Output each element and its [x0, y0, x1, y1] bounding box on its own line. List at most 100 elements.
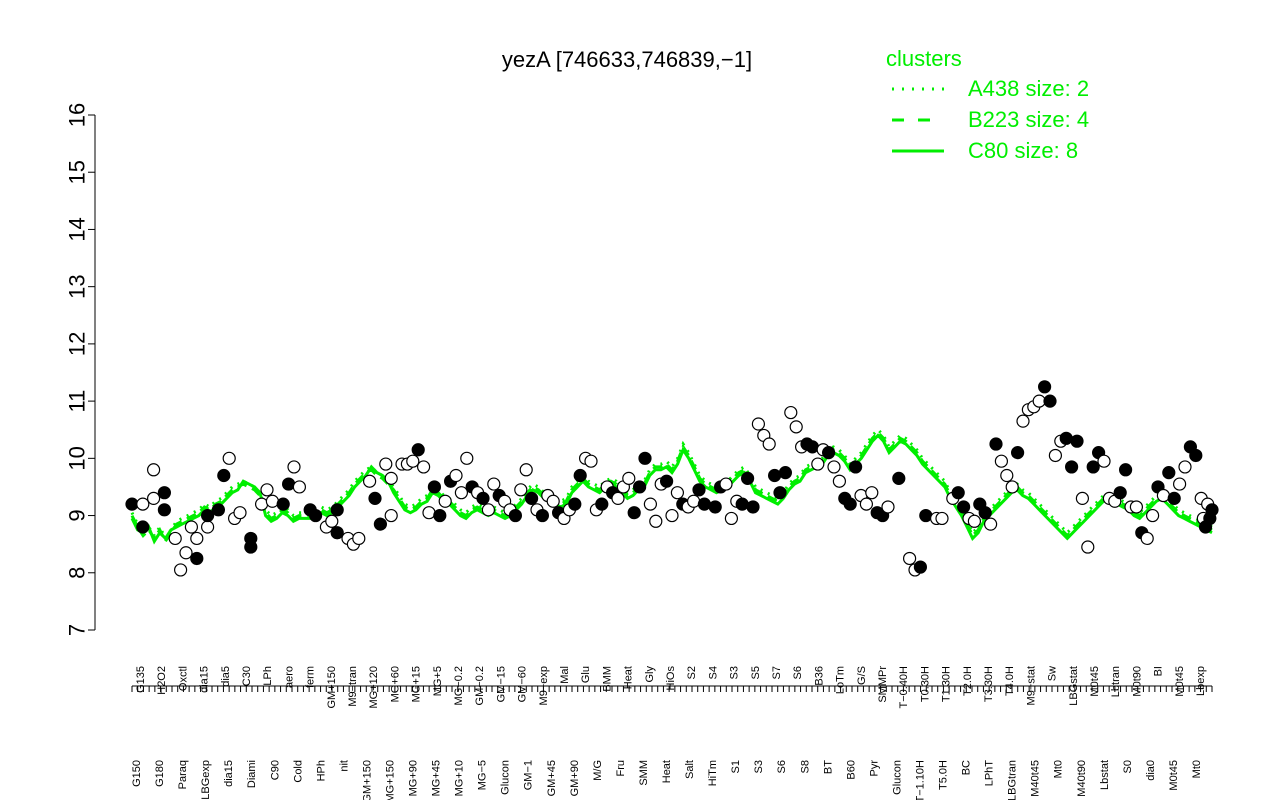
x-tick-label: LBGtran: [1007, 760, 1019, 800]
y-tick-label: 9: [65, 509, 90, 521]
data-point: [211, 503, 225, 517]
legend: clusters A438 size: 2 B223 size: 4 C80 siz…: [886, 46, 1089, 163]
y-tick-label: 12: [65, 332, 90, 356]
data-point: [179, 546, 193, 560]
x-tick-label: SMM: [638, 760, 650, 786]
x-tick-label: GM+150: [361, 760, 373, 800]
data-point: [697, 497, 712, 511]
x-tick-label: MG+150: [384, 760, 396, 800]
x-tick-label: MG+45: [431, 760, 443, 796]
data-point: [157, 503, 171, 517]
legend-title: clusters: [886, 46, 962, 71]
data-point: [919, 508, 933, 523]
data-point: [611, 491, 625, 505]
data-point: [832, 474, 847, 488]
data-point: [147, 463, 161, 477]
x-tick-label: GM−60: [517, 666, 529, 702]
y-tick-label: 10: [65, 446, 90, 470]
data-point: [190, 551, 204, 566]
x-tick-label: LBGstat: [1068, 666, 1080, 706]
data-point: [449, 468, 463, 483]
data-point: [1010, 446, 1025, 460]
x-tick-label: HiTm: [707, 760, 719, 786]
data-point: [859, 497, 874, 511]
x-tick-label: LoTm: [835, 666, 847, 694]
data-point: [789, 420, 803, 434]
data-point: [454, 486, 468, 500]
y-tick-label: 14: [65, 217, 90, 241]
data-point: [1172, 477, 1187, 491]
data-point: [827, 460, 841, 474]
data-point: [1032, 394, 1046, 408]
legend-label: B223 size: 4: [968, 107, 1089, 132]
data-point: [460, 451, 474, 465]
x-tick-label: dia0: [1145, 760, 1157, 781]
data-point: [184, 520, 198, 534]
data-point: [524, 491, 539, 505]
x-tick-label: B60: [845, 760, 857, 780]
legend-label: A438 size: 2: [968, 76, 1089, 101]
data-point: [352, 531, 366, 546]
x-tick-label: S5: [750, 666, 762, 679]
x-tick-label: GM−15: [495, 666, 507, 702]
x-tick-label: GM−1: [523, 760, 535, 790]
data-point: [1205, 503, 1219, 517]
x-tick-label: S7: [771, 666, 783, 679]
data-point: [1070, 434, 1084, 448]
x-tick-label: T2.0H: [962, 666, 974, 696]
data-point: [244, 540, 258, 554]
data-point: [1162, 466, 1176, 480]
data-point: [1005, 480, 1019, 494]
data-point: [406, 454, 420, 468]
data-point: [692, 483, 706, 497]
x-tick-label: ferm: [305, 666, 317, 688]
data-point: [438, 494, 452, 508]
data-point: [1064, 460, 1079, 474]
data-point: [427, 480, 441, 494]
data-point: [746, 500, 760, 514]
data-point: [805, 440, 820, 454]
x-tick-label: LPhT: [984, 760, 996, 787]
data-point: [168, 531, 182, 546]
axes: 7 8 9 10 11 12 13 14 15 16: [65, 103, 96, 636]
data-point: [935, 511, 949, 526]
x-tick-label: Mt0: [1053, 760, 1065, 778]
data-point: [125, 497, 139, 511]
x-tick-label: T0.30H: [919, 666, 931, 702]
data-point: [659, 474, 674, 488]
data-point: [265, 494, 279, 508]
data-point: [1167, 491, 1181, 505]
x-tick-label: Paraq: [177, 760, 189, 789]
data-point: [595, 497, 609, 511]
data-point: [740, 471, 755, 485]
data-point: [174, 563, 188, 577]
data-point: [325, 514, 339, 528]
x-tick-label: SMMPr: [877, 666, 889, 703]
x-tick-label: S0: [1122, 760, 1134, 773]
x-tick-label: dia15: [223, 760, 235, 787]
data-point: [1118, 463, 1133, 477]
x-tick-label: Lbexp: [1195, 666, 1207, 696]
x-tick-label: MG+120: [368, 666, 380, 709]
data-point: [902, 551, 917, 566]
x-tick-label: M0t45: [1089, 666, 1101, 697]
data-point: [967, 514, 982, 528]
x-tick-label: T1.30H: [941, 666, 953, 702]
x-tick-label: MG+10: [454, 760, 466, 796]
x-tick-label: Gly: [644, 666, 656, 683]
data-point: [282, 477, 296, 491]
data-point: [546, 494, 560, 508]
x-tick-label: dia15: [199, 666, 211, 693]
data-point: [411, 443, 425, 457]
data-point: [368, 491, 382, 505]
x-tick-label: Sw: [1047, 666, 1059, 681]
x-tick-label: Oxctl: [177, 666, 189, 691]
data-point: [379, 457, 393, 471]
data-point: [1129, 500, 1144, 514]
x-tick-label: M40t90: [1076, 760, 1088, 797]
x-tick-label: MG+15: [411, 666, 423, 702]
x-tick-label: Lbtran: [1110, 666, 1122, 697]
data-point: [330, 526, 344, 540]
x-tick-label: aero: [283, 666, 295, 688]
x-tick-label: BI: [1153, 666, 1165, 676]
